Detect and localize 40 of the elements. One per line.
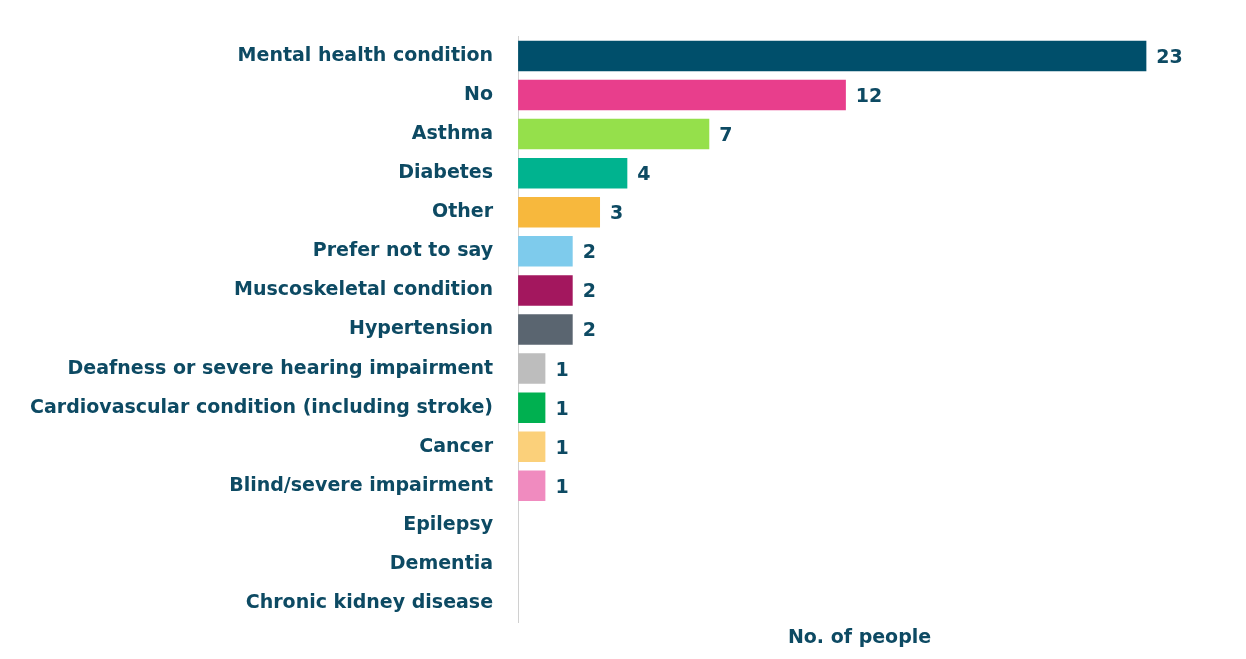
bar xyxy=(518,197,601,228)
y-tick-label: Other xyxy=(432,199,494,222)
bar xyxy=(518,431,546,462)
data-label: 1 xyxy=(555,396,569,419)
y-tick-label: Blind/severe impairment xyxy=(229,472,494,495)
data-label: 3 xyxy=(610,201,624,224)
data-label: 4 xyxy=(637,162,651,185)
bar xyxy=(518,118,710,150)
data-label: 1 xyxy=(555,357,569,380)
y-tick-label: Deafness or severe hearing impairment xyxy=(67,355,494,378)
bar xyxy=(518,275,573,306)
bar xyxy=(518,40,1147,72)
bar xyxy=(518,157,628,189)
data-label: 1 xyxy=(555,474,569,497)
y-tick-label: Cardiovascular condition (including stroke) xyxy=(30,394,494,417)
data-label: 12 xyxy=(855,83,883,106)
data-label: 2 xyxy=(582,279,596,302)
y-tick-label: Chronic kidney disease xyxy=(245,590,494,612)
bar xyxy=(518,236,573,267)
y-tick-label: No xyxy=(464,81,494,104)
y-tick-label: Diabetes xyxy=(398,160,494,183)
data-label: 7 xyxy=(719,123,733,146)
data-label: 2 xyxy=(582,240,596,263)
bar xyxy=(518,79,846,111)
data-label: 1 xyxy=(555,435,569,458)
y-tick-label: Prefer not to say xyxy=(312,238,494,261)
y-tick-label: Muscoskeletal condition xyxy=(234,277,494,300)
bar xyxy=(518,314,573,345)
bar xyxy=(518,392,546,423)
y-tick-label: Asthma xyxy=(411,121,494,144)
y-tick-label: Cancer xyxy=(419,433,494,456)
bar xyxy=(518,470,546,502)
bar xyxy=(518,353,546,384)
x-axis-title: No. of people xyxy=(787,624,932,647)
data-label: 2 xyxy=(582,318,596,341)
y-tick-label: Hypertension xyxy=(349,316,494,339)
data-label: 23 xyxy=(1156,44,1183,67)
y-tick-label: Dementia xyxy=(389,550,494,573)
y-tick-label: Mental health condition xyxy=(237,42,494,65)
y-tick-label: Epilepsy xyxy=(403,511,494,534)
